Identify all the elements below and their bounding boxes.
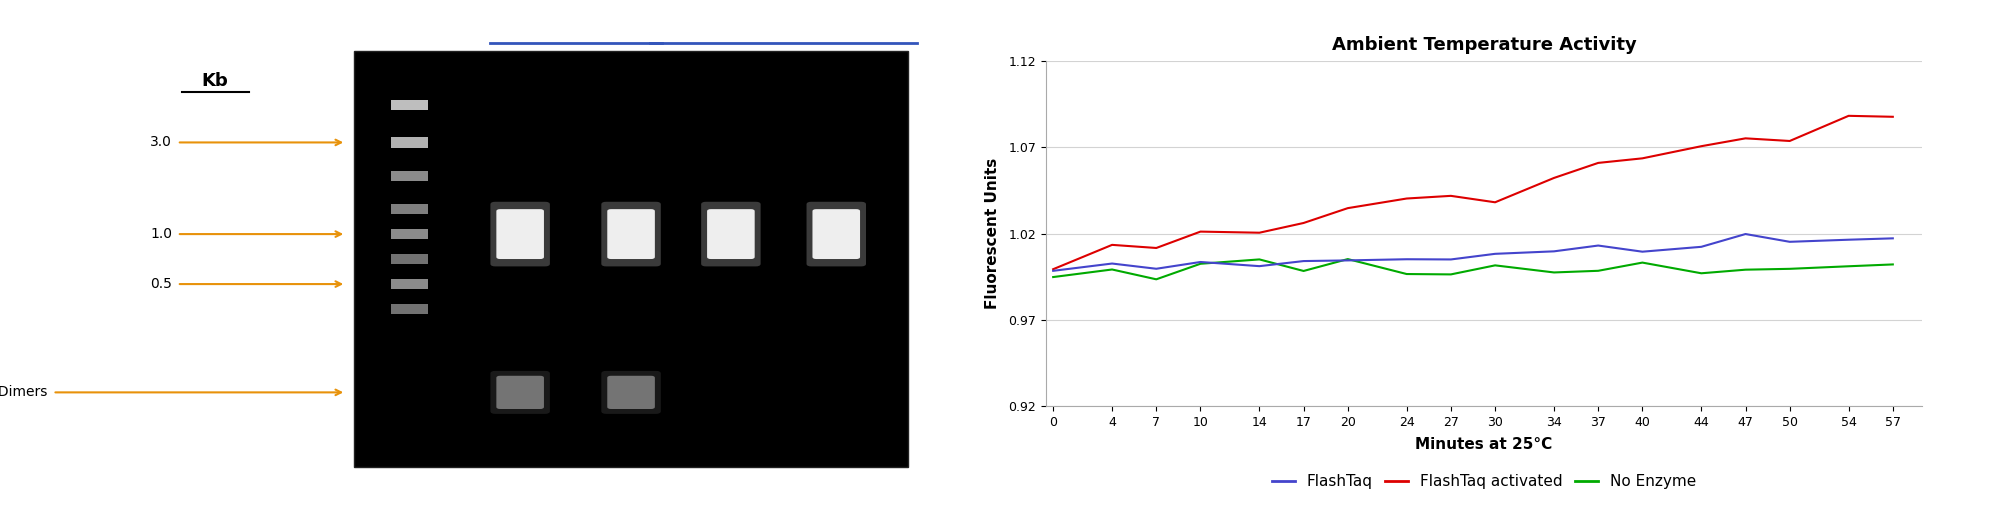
FancyBboxPatch shape xyxy=(490,202,550,266)
FancyBboxPatch shape xyxy=(496,376,544,409)
FancyBboxPatch shape xyxy=(807,202,867,266)
FancyBboxPatch shape xyxy=(707,209,755,259)
FancyBboxPatch shape xyxy=(813,209,861,259)
FancyBboxPatch shape xyxy=(490,371,550,414)
Text: 3.0: 3.0 xyxy=(149,136,171,149)
X-axis label: Minutes at 25°C: Minutes at 25°C xyxy=(1416,437,1552,453)
FancyBboxPatch shape xyxy=(701,202,761,266)
Text: Kb: Kb xyxy=(201,72,229,90)
Text: Taq: Taq xyxy=(560,7,592,25)
FancyBboxPatch shape xyxy=(355,51,908,467)
Bar xyxy=(390,137,428,148)
FancyBboxPatch shape xyxy=(602,371,661,414)
Legend: FlashTaq, FlashTaq activated, No Enzyme: FlashTaq, FlashTaq activated, No Enzyme xyxy=(1265,468,1703,495)
Text: 1.0: 1.0 xyxy=(149,227,171,241)
Bar xyxy=(390,279,428,289)
FancyBboxPatch shape xyxy=(496,209,544,259)
FancyBboxPatch shape xyxy=(602,202,661,266)
Text: 0.5: 0.5 xyxy=(149,277,171,291)
Bar xyxy=(390,254,428,264)
Bar xyxy=(390,171,428,181)
Text: FlashTaq: FlashTaq xyxy=(741,7,825,25)
Bar xyxy=(390,304,428,314)
Bar xyxy=(390,204,428,214)
Bar xyxy=(390,100,428,110)
Text: Primer Dimers: Primer Dimers xyxy=(0,386,48,399)
Bar xyxy=(390,229,428,239)
FancyBboxPatch shape xyxy=(608,209,655,259)
Y-axis label: Fluorescent Units: Fluorescent Units xyxy=(984,158,1000,309)
FancyBboxPatch shape xyxy=(608,376,655,409)
Title: Ambient Temperature Activity: Ambient Temperature Activity xyxy=(1333,36,1635,54)
